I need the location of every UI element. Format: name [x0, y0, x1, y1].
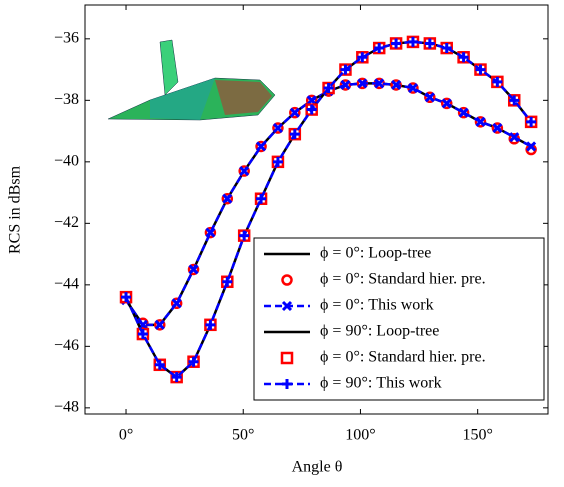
y-tick-label: −46 [54, 337, 79, 354]
marker [492, 122, 503, 134]
marker [272, 156, 283, 167]
legend-label: ϕ = 0°: This work [320, 297, 434, 314]
marker [137, 329, 148, 340]
marker [475, 64, 486, 75]
marker [441, 98, 452, 109]
shuttle-image [107, 39, 276, 121]
marker [188, 264, 199, 275]
marker [340, 79, 351, 91]
x-tick-label: 100° [345, 427, 375, 444]
marker [374, 43, 385, 54]
marker [222, 276, 233, 287]
marker [306, 95, 317, 106]
legend-label: ϕ = 90°: This work [320, 375, 442, 392]
marker [306, 104, 317, 115]
plot-area [119, 35, 538, 384]
marker [407, 82, 419, 94]
marker [323, 83, 334, 94]
legend-label: ϕ = 90°: Loop-tree [320, 323, 439, 340]
x-tick-label: 150° [462, 427, 492, 444]
marker [340, 64, 351, 75]
y-tick-label: −40 [54, 153, 79, 170]
marker [526, 116, 537, 127]
marker [272, 122, 283, 134]
marker [357, 78, 368, 89]
marker [391, 38, 402, 49]
marker [281, 274, 293, 286]
y-tick-label: −42 [54, 214, 79, 231]
marker [407, 36, 418, 47]
marker [256, 193, 267, 204]
marker [526, 141, 537, 152]
marker [441, 43, 452, 54]
x-tick-label: 0° [119, 427, 133, 444]
marker [239, 230, 250, 241]
legend-label: ϕ = 0°: Standard hier. pre. [320, 349, 486, 366]
marker [154, 359, 165, 370]
marker [121, 292, 132, 303]
marker [357, 52, 368, 63]
marker [424, 38, 435, 49]
marker [154, 319, 165, 330]
marker [289, 129, 300, 140]
plot-frame [84, 4, 549, 415]
legend-label: ϕ = 0°: Standard hier. pre. [320, 271, 486, 288]
x-tick-label: 50° [232, 427, 254, 444]
y-axis-label: RCS in dBsm [7, 165, 24, 254]
marker [171, 298, 182, 309]
marker [424, 92, 435, 103]
marker [239, 165, 250, 177]
marker [475, 116, 486, 127]
marker [509, 95, 520, 106]
marker [374, 78, 385, 89]
marker [280, 351, 294, 365]
y-tick-label: −44 [54, 276, 79, 293]
marker [458, 52, 469, 63]
legend-label: ϕ = 0°: Loop-tree [320, 245, 431, 262]
marker [492, 76, 503, 87]
marker [188, 356, 199, 367]
marker [255, 141, 267, 152]
marker [205, 319, 216, 330]
marker [222, 193, 233, 204]
legend-box [253, 237, 545, 401]
marker [509, 132, 520, 143]
y-tick-label: −36 [54, 29, 79, 46]
marker [171, 372, 182, 383]
marker [458, 107, 469, 118]
marker [205, 227, 216, 238]
marker [282, 379, 292, 389]
marker [281, 300, 293, 312]
marker [289, 107, 300, 118]
x-axis-label: Angle θ [292, 459, 343, 476]
y-tick-label: −48 [54, 399, 79, 416]
y-tick-label: −38 [54, 91, 79, 108]
marker [391, 79, 402, 91]
